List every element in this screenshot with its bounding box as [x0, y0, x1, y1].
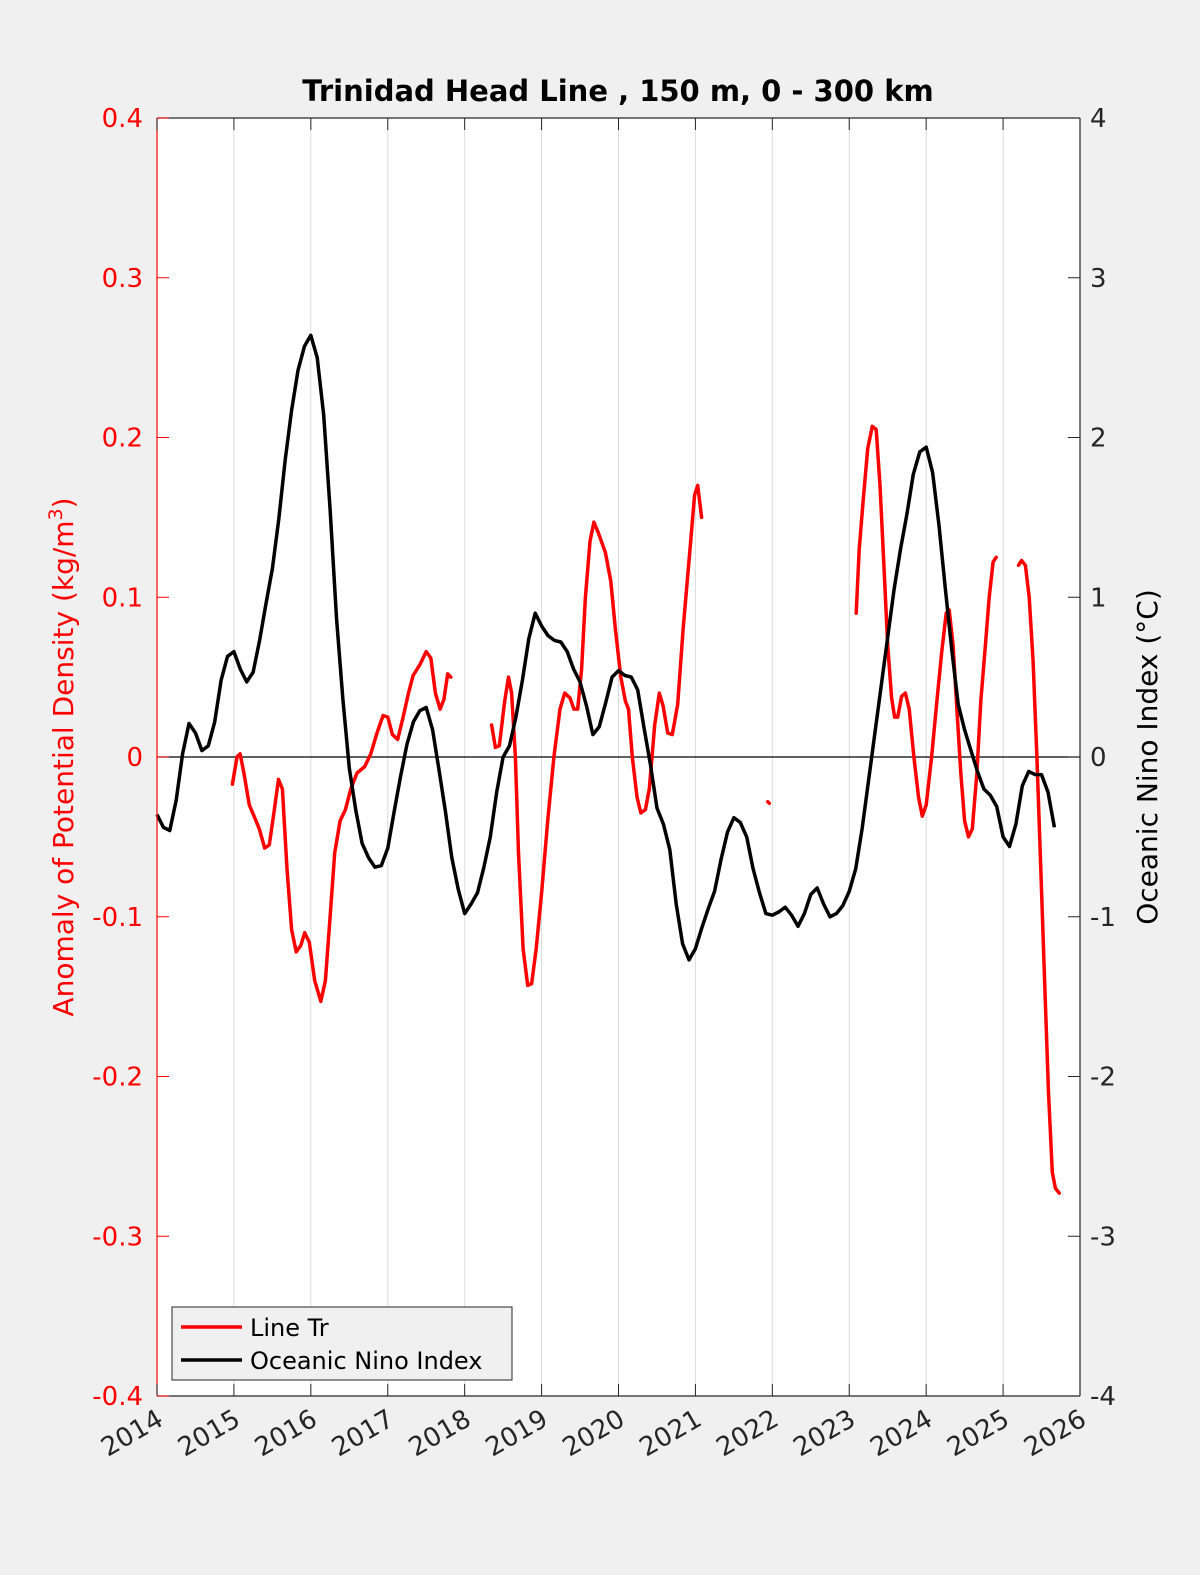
y-left-tick-label: -0.1: [92, 903, 143, 933]
legend-label-oni: Oceanic Nino Index: [250, 1347, 482, 1375]
y-left-tick-label: -0.3: [92, 1222, 143, 1252]
y-right-tick-label: -3: [1090, 1222, 1116, 1252]
y-right-tick-label: 4: [1090, 104, 1107, 134]
y-left-tick-label: 0: [126, 743, 143, 773]
y-right-tick-label: 1: [1090, 583, 1107, 613]
left-axis-label: Anomaly of Potential Density (kg/m3): [45, 497, 80, 1016]
legend-label-line-tr: Line Tr: [250, 1314, 329, 1342]
y-right-tick-label: 0: [1090, 743, 1107, 773]
series-layer: [155, 333, 1061, 1195]
line-tr-segment-2: [765, 799, 772, 806]
legend-box: [171, 1306, 513, 1381]
y-right-tick-label: 3: [1090, 264, 1107, 294]
y-left-tick-label: 0.1: [102, 583, 143, 613]
left-axis-label-tail: ): [47, 497, 80, 508]
line-tr-segment-4: [1016, 558, 1061, 1195]
line-tr-segment-1: [489, 483, 704, 988]
line-tr-segment-3: [854, 424, 998, 839]
y-right-tick-label: -2: [1090, 1063, 1116, 1093]
y-left-tick-label: 0.2: [102, 424, 143, 454]
oni-line: [155, 333, 1057, 962]
left-axis-label-base: Anomaly of Potential Density (kg/m: [47, 520, 80, 1016]
y-right-tick-label: -1: [1090, 903, 1116, 933]
left-axis-label-sup: 3: [45, 508, 67, 520]
y-right-tick-label: 2: [1090, 424, 1107, 454]
y-left-tick-label: 0.4: [102, 104, 143, 134]
y-left-tick-label: -0.4: [92, 1382, 143, 1412]
y-left-tick-label: 0.3: [102, 264, 143, 294]
y-right-tick-label: -4: [1090, 1382, 1116, 1412]
y-left-tick-label: -0.2: [92, 1063, 143, 1093]
legend[interactable]: Line Tr Oceanic Nino Index: [171, 1306, 513, 1381]
line-tr-segment-0: [230, 649, 453, 1004]
chart-title: Trinidad Head Line , 150 m, 0 - 300 km: [302, 74, 933, 108]
right-axis-label: Oceanic Nino Index (°C): [1131, 589, 1164, 925]
